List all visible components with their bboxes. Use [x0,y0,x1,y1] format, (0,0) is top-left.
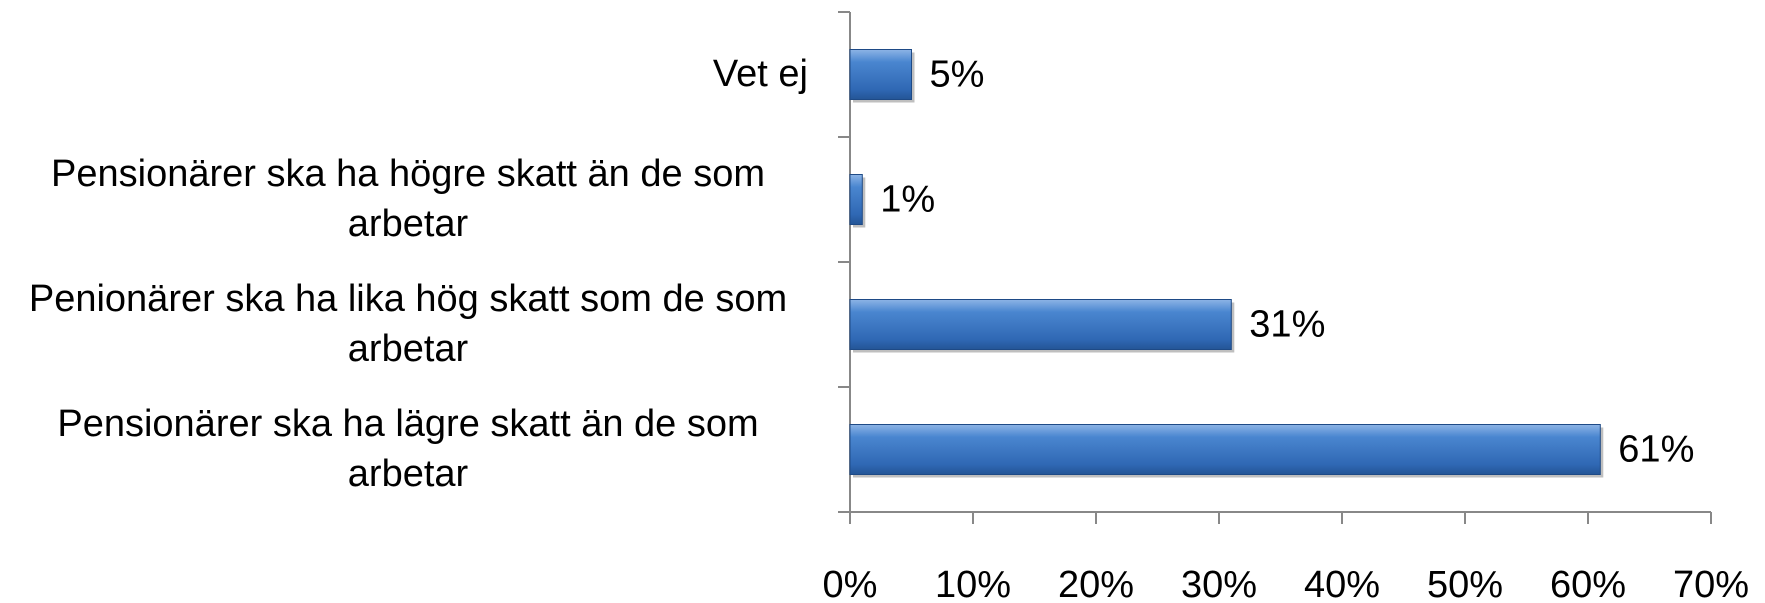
x-tick-label: 50% [1427,564,1503,603]
category-label: Vet ej [712,52,808,95]
x-tick-label: 30% [1181,564,1257,603]
x-tick-label: 70% [1673,564,1749,603]
bar [849,424,1601,475]
category-label: Penionärer ska ha lika hög skatt som de … [28,278,788,370]
x-tick-label: 40% [1304,564,1380,603]
category-label: Pensionärer ska ha högre skatt än de som… [51,153,765,245]
category-label-box: Vet ej [0,13,808,137]
category-label-box: Penionärer ska ha lika hög skatt som de … [0,263,808,387]
category-label: Pensionärer ska ha lägre skatt än de som… [57,403,759,495]
bar [849,49,912,100]
bar [849,174,863,225]
x-tick-label: 10% [935,564,1011,603]
bar [849,299,1232,350]
x-tick-label: 60% [1550,564,1626,603]
value-label: 31% [1249,304,1325,346]
x-tick-label: 0% [823,564,878,603]
value-label: 5% [930,54,985,96]
category-label-box: Pensionärer ska ha högre skatt än de som… [0,138,808,262]
category-label-box: Pensionärer ska ha lägre skatt än de som… [0,388,808,512]
x-tick-label: 20% [1058,564,1134,603]
value-label: 1% [880,179,935,221]
value-label: 61% [1618,429,1694,471]
